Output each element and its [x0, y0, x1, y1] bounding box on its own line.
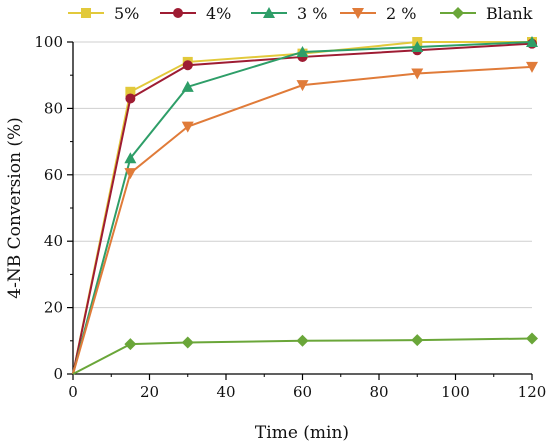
- data-point-2: [411, 68, 424, 80]
- data-point-5: [125, 86, 136, 97]
- x-tick-label-100: 100: [441, 383, 470, 401]
- y-tick-label-60: 60: [44, 166, 63, 184]
- x-tick-label-80: 80: [369, 383, 388, 401]
- data-point-blank: [296, 334, 309, 347]
- y-tick-label-20: 20: [44, 299, 63, 317]
- x-tick-label-40: 40: [216, 383, 235, 401]
- legend-item-5: 5%: [68, 4, 139, 23]
- data-point-2: [526, 61, 538, 73]
- legend-marker-5: [81, 8, 91, 18]
- x-tick-label-120: 120: [518, 383, 547, 401]
- data-point-blank: [526, 332, 538, 345]
- legend-marker-3: [263, 7, 275, 18]
- data-point-blank: [124, 338, 137, 351]
- series-line-2: [72, 65, 533, 375]
- y-tick-label-100: 100: [34, 33, 63, 51]
- legend-item-3: 3 %: [251, 4, 327, 23]
- series-5: [72, 37, 537, 375]
- y-axis-title: 4-NB Conversion (%): [5, 117, 25, 298]
- data-point-blank: [411, 334, 424, 347]
- legend-label-blank: Blank: [486, 4, 533, 23]
- series-3: [72, 36, 538, 375]
- data-point-3: [526, 36, 538, 47]
- data-point-2: [296, 80, 309, 92]
- data-point-4: [182, 60, 193, 71]
- series-2: [72, 61, 538, 375]
- x-tick-label-0: 0: [68, 383, 78, 401]
- legend-label-4: 4%: [206, 4, 231, 23]
- series-line-blank: [72, 337, 533, 375]
- legend-label-2: 2 %: [386, 4, 416, 23]
- data-point-blank: [181, 336, 194, 349]
- series-line-3: [72, 41, 533, 375]
- x-tick-label-20: 20: [140, 383, 159, 401]
- y-tick-label-40: 40: [44, 232, 63, 250]
- legend-marker-4: [173, 8, 183, 18]
- grid-lines: [73, 41, 532, 309]
- data-point-2: [181, 121, 194, 133]
- legend-marker-blank: [452, 7, 464, 19]
- data-point-2: [124, 168, 137, 180]
- legend-marker-2: [352, 8, 364, 19]
- series-group: [72, 36, 538, 375]
- data-point-3: [411, 40, 424, 52]
- axes: 0 20 40 60 80 100 120 0 20 40 60 80 100: [34, 33, 546, 401]
- series-line-5: [72, 41, 532, 375]
- legend: 5% 4% 3 % 2 % Blank: [68, 4, 533, 23]
- legend-item-4: 4%: [160, 4, 231, 23]
- data-point-4: [125, 93, 136, 104]
- series-blank: [72, 332, 538, 375]
- series-line-4: [72, 42, 533, 375]
- x-tick-label-60: 60: [293, 383, 312, 401]
- data-point-3: [124, 152, 137, 164]
- y-tick-label-80: 80: [44, 99, 63, 117]
- legend-item-blank: Blank: [440, 4, 533, 23]
- data-point-3: [181, 80, 194, 92]
- x-axis-title: Time (min): [255, 423, 349, 443]
- y-tick-label-0: 0: [53, 365, 63, 383]
- series-4: [72, 38, 537, 375]
- legend-label-5: 5%: [114, 4, 139, 23]
- legend-item-2: 2 %: [340, 4, 416, 23]
- legend-label-3: 3 %: [297, 4, 327, 23]
- data-point-3: [296, 45, 309, 57]
